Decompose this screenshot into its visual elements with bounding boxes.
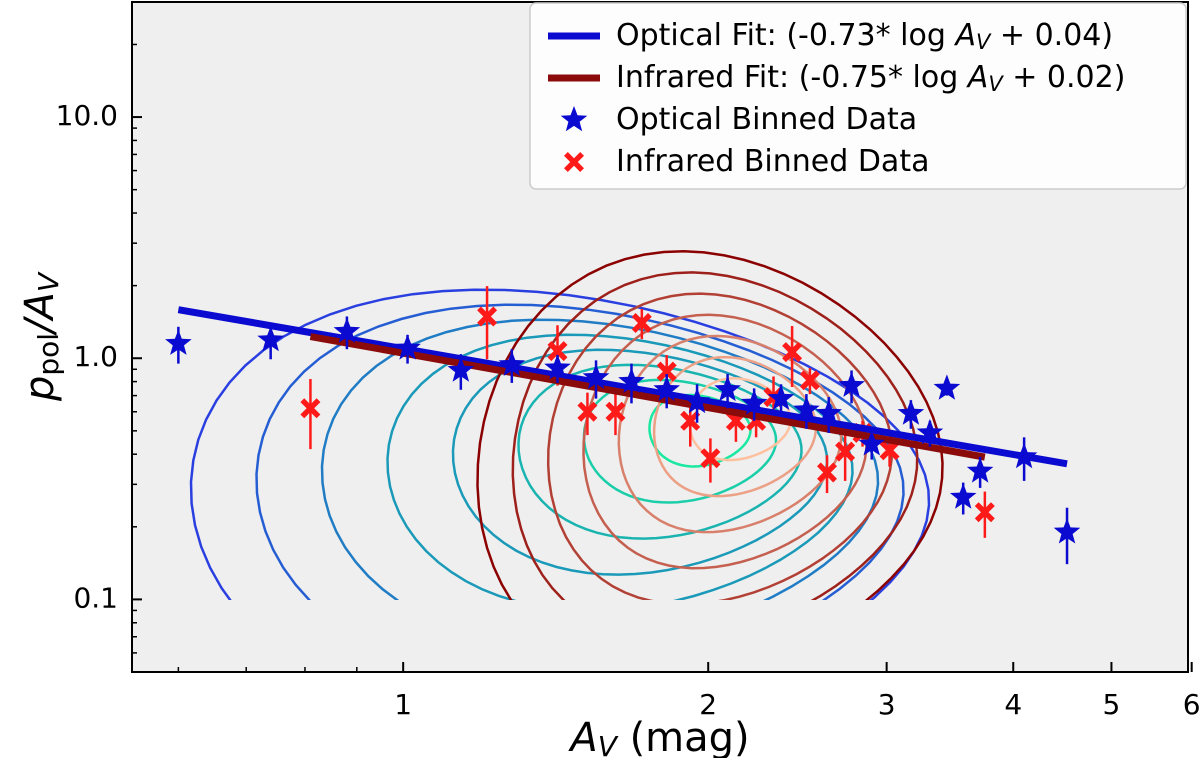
star-marker xyxy=(714,375,741,402)
contour xyxy=(617,334,843,534)
star-marker xyxy=(767,384,795,410)
contour xyxy=(476,250,944,600)
legend-handle xyxy=(564,152,584,172)
legend-label-part: Optical Fit: (-0.73* log xyxy=(616,18,955,53)
x-marker xyxy=(631,313,652,333)
contour xyxy=(320,318,880,600)
star-marker xyxy=(618,367,645,393)
x-marker xyxy=(605,401,626,422)
x-tick-label: 4 xyxy=(1004,688,1022,721)
x-tick-label: 3 xyxy=(878,688,896,721)
x-marker xyxy=(477,306,498,327)
label-part: pol xyxy=(32,333,65,376)
legend-label: Optical Binned Data xyxy=(616,102,917,137)
x-marker xyxy=(547,341,568,362)
legend-label: Infrared Binned Data xyxy=(616,144,929,179)
fit-line xyxy=(177,306,1068,468)
star-marker xyxy=(793,396,820,422)
star-marker xyxy=(498,350,526,376)
x-tick-label: 1 xyxy=(394,688,412,721)
star-marker xyxy=(858,430,885,456)
x-axis-label: AV (mag) xyxy=(567,715,749,758)
star-marker xyxy=(333,317,361,343)
star-marker xyxy=(740,389,768,415)
x-marker xyxy=(680,410,701,431)
star-marker xyxy=(257,326,284,352)
x-marker xyxy=(799,370,820,391)
legend-label: Infrared Fit: (-0.75* log AV + 0.02) xyxy=(616,60,1125,97)
star-marker xyxy=(544,354,571,380)
contour xyxy=(255,303,905,600)
y-tick-label: 10.0 xyxy=(56,99,118,132)
star-marker xyxy=(966,457,994,483)
x-marker xyxy=(577,401,598,422)
legend-label-part: Infrared Binned Data xyxy=(616,144,929,179)
legend-label-part: + 0.04) xyxy=(990,18,1113,53)
contour xyxy=(582,378,778,504)
x-tick-label: 6 xyxy=(1183,688,1200,721)
star-marker xyxy=(394,334,421,360)
label-part: V xyxy=(32,271,65,292)
contour xyxy=(652,355,818,498)
legend-label-part: + 0.02) xyxy=(1003,60,1126,95)
label-part: /A xyxy=(17,292,63,336)
star-marker xyxy=(653,375,680,402)
star-marker xyxy=(165,329,192,355)
contour xyxy=(546,292,894,600)
legend-label-part: Infrared Fit: (-0.75* log xyxy=(616,60,968,95)
contour xyxy=(511,271,919,600)
y-axis-label: ppol/AV xyxy=(17,271,65,402)
x-marker xyxy=(782,342,803,363)
x-marker xyxy=(974,502,995,523)
contour xyxy=(451,348,829,576)
star-marker xyxy=(916,418,944,445)
label-part: (mag) xyxy=(617,715,750,758)
star-marker xyxy=(949,483,977,509)
label-part: p xyxy=(17,376,63,402)
x-marker xyxy=(700,448,721,469)
star-marker xyxy=(582,363,610,390)
x-marker xyxy=(835,441,856,462)
contour xyxy=(386,333,854,600)
x-marker xyxy=(656,361,677,382)
label-part: V xyxy=(598,730,619,758)
label-part: A xyxy=(567,715,597,758)
x-marker xyxy=(879,440,900,461)
legend-handle xyxy=(560,106,588,132)
legend-label: Optical Fit: (-0.73* log AV + 0.04) xyxy=(616,18,1113,55)
star-marker xyxy=(1053,518,1081,544)
star-marker xyxy=(1010,442,1038,469)
legend: Optical Fit: (-0.73* log AV + 0.04) Infra… xyxy=(529,2,1187,190)
contour xyxy=(582,313,868,570)
legend-box xyxy=(529,2,1187,190)
contours xyxy=(189,250,944,600)
y-tick-label: 0.1 xyxy=(73,581,118,614)
legend-label-part: V xyxy=(988,72,1004,96)
contour xyxy=(189,288,931,600)
star-marker xyxy=(447,356,475,382)
plot-area xyxy=(165,286,1081,565)
star-marker xyxy=(815,399,842,425)
legend-label-part: A xyxy=(966,60,989,95)
x-marker xyxy=(817,462,837,483)
star-marker xyxy=(683,387,711,414)
x-tick-label: 2 xyxy=(699,688,717,721)
contour xyxy=(517,363,803,540)
star-marker xyxy=(897,399,925,425)
legend-label-part: A xyxy=(953,18,976,53)
star-marker xyxy=(838,371,865,397)
axes-frame xyxy=(131,1,1189,673)
y-tick-label: 1.0 xyxy=(73,340,118,373)
legend-label-part: V xyxy=(976,30,992,54)
x-tick-label: 5 xyxy=(1103,688,1121,721)
star-marker xyxy=(933,374,961,400)
legend-label-part: Optical Binned Data xyxy=(616,102,917,137)
x-marker xyxy=(300,398,321,419)
